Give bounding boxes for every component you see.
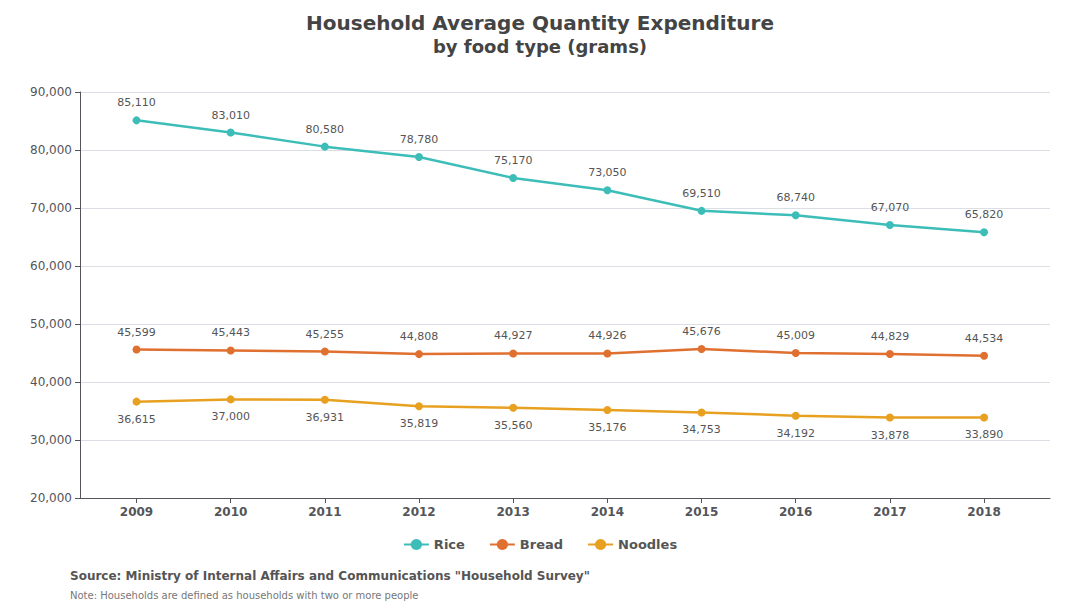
svg-text:44,534: 44,534 — [965, 332, 1004, 345]
svg-text:45,443: 45,443 — [211, 326, 250, 339]
svg-text:80,580: 80,580 — [306, 123, 345, 136]
svg-text:45,255: 45,255 — [306, 328, 345, 341]
svg-text:35,560: 35,560 — [494, 419, 533, 432]
svg-text:69,510: 69,510 — [682, 187, 721, 200]
svg-text:85,110: 85,110 — [117, 96, 156, 109]
svg-text:44,808: 44,808 — [400, 330, 439, 343]
svg-text:36,931: 36,931 — [306, 411, 345, 424]
svg-text:83,010: 83,010 — [211, 109, 250, 122]
svg-text:65,820: 65,820 — [965, 208, 1004, 221]
svg-text:2017: 2017 — [873, 505, 906, 519]
svg-text:80,000: 80,000 — [30, 143, 72, 157]
svg-text:68,740: 68,740 — [776, 191, 815, 204]
svg-text:Bread: Bread — [520, 537, 563, 552]
svg-text:73,050: 73,050 — [588, 166, 627, 179]
svg-text:Note: Households are defined a: Note: Households are defined as househol… — [70, 590, 419, 601]
svg-text:67,070: 67,070 — [871, 201, 910, 214]
svg-text:34,192: 34,192 — [776, 427, 815, 440]
svg-text:Noodles: Noodles — [618, 537, 677, 552]
svg-text:2018: 2018 — [967, 505, 1000, 519]
svg-text:2010: 2010 — [214, 505, 247, 519]
svg-text:2014: 2014 — [591, 505, 624, 519]
svg-text:2012: 2012 — [402, 505, 435, 519]
svg-text:50,000: 50,000 — [30, 317, 72, 331]
svg-text:2009: 2009 — [120, 505, 153, 519]
svg-text:40,000: 40,000 — [30, 375, 72, 389]
svg-text:by food type (grams): by food type (grams) — [433, 36, 647, 57]
svg-text:45,599: 45,599 — [117, 326, 156, 339]
svg-text:36,615: 36,615 — [117, 413, 156, 426]
svg-text:33,878: 33,878 — [871, 429, 910, 442]
svg-text:90,000: 90,000 — [30, 85, 72, 99]
svg-text:44,829: 44,829 — [871, 330, 910, 343]
svg-text:2011: 2011 — [308, 505, 341, 519]
svg-text:2016: 2016 — [779, 505, 812, 519]
svg-text:34,753: 34,753 — [682, 423, 721, 436]
svg-text:78,780: 78,780 — [400, 133, 439, 146]
svg-text:44,926: 44,926 — [588, 329, 627, 342]
svg-text:35,176: 35,176 — [588, 421, 627, 434]
svg-text:Source: Ministry of Internal A: Source: Ministry of Internal Affairs and… — [70, 569, 590, 583]
svg-text:75,170: 75,170 — [494, 154, 533, 167]
svg-text:70,000: 70,000 — [30, 201, 72, 215]
svg-text:2013: 2013 — [497, 505, 530, 519]
svg-text:33,890: 33,890 — [965, 428, 1004, 441]
svg-text:30,000: 30,000 — [30, 433, 72, 447]
svg-text:2015: 2015 — [685, 505, 718, 519]
svg-text:45,676: 45,676 — [682, 325, 721, 338]
svg-text:20,000: 20,000 — [30, 491, 72, 505]
svg-text:45,009: 45,009 — [776, 329, 815, 342]
svg-text:Rice: Rice — [434, 537, 465, 552]
svg-text:Household Average Quantity Exp: Household Average Quantity Expenditure — [306, 11, 774, 35]
svg-text:37,000: 37,000 — [211, 410, 250, 423]
svg-text:35,819: 35,819 — [400, 417, 439, 430]
svg-text:44,927: 44,927 — [494, 329, 533, 342]
svg-text:60,000: 60,000 — [30, 259, 72, 273]
